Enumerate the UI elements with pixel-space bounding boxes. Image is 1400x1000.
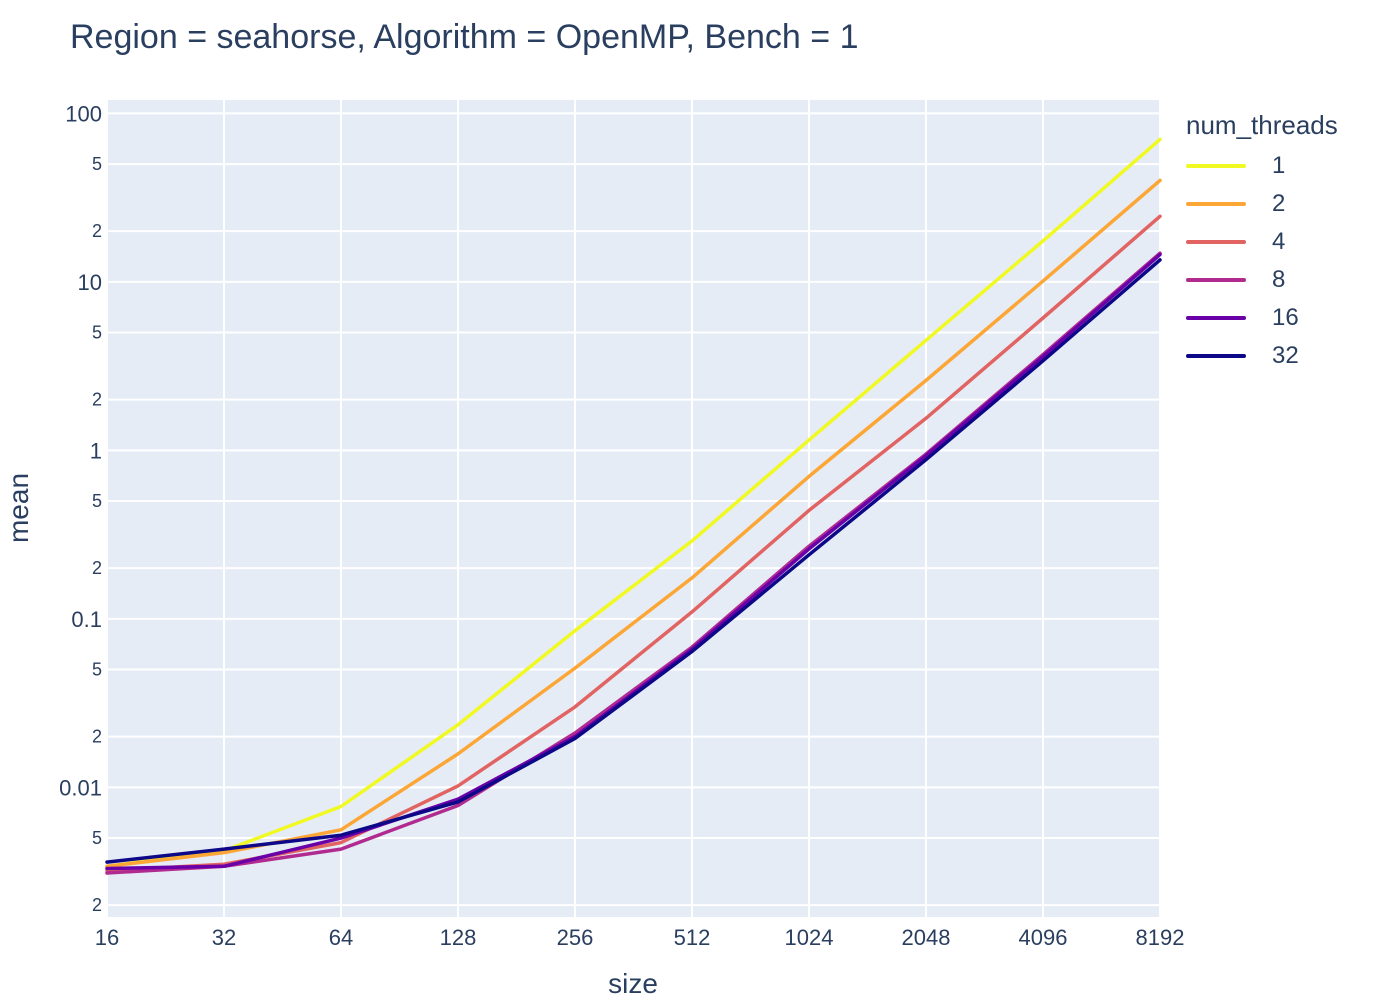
- y-major-tick-label: 100: [65, 101, 102, 126]
- legend-label: 1: [1272, 152, 1286, 179]
- legend-item-16[interactable]: 16: [1186, 299, 1338, 337]
- series-line-32: [105, 258, 1162, 864]
- legend-swatch: [1186, 240, 1246, 244]
- y-minor-tick-label: 2: [92, 727, 102, 747]
- legend: num_threads 1 2 4 8 16 32: [1186, 110, 1338, 375]
- series-lines: [105, 137, 1162, 875]
- legend-label: 32: [1272, 342, 1299, 369]
- y-minor-tick-label: 2: [92, 390, 102, 410]
- y-minor-tick-label: 5: [92, 660, 102, 680]
- x-tick-label: 256: [557, 925, 594, 950]
- y-major-tick-label: 10: [78, 270, 102, 295]
- legend-swatch: [1186, 316, 1246, 320]
- legend-swatch: [1186, 278, 1246, 282]
- plot-area: [107, 100, 1160, 917]
- legend-title: num_threads: [1186, 110, 1338, 140]
- x-tick-label: 4096: [1019, 925, 1068, 950]
- legend-label: 2: [1272, 190, 1286, 217]
- x-tick-label: 128: [440, 925, 477, 950]
- legend-swatch: [1186, 354, 1246, 358]
- legend-items: 1 2 4 8 16 32: [1186, 147, 1338, 375]
- legend-item-2[interactable]: 2: [1186, 185, 1338, 223]
- y-minor-tick-label: 5: [92, 491, 102, 511]
- y-minor-tick-label: 2: [92, 558, 102, 578]
- y-minor-tick-label: 2: [92, 895, 102, 915]
- legend-swatch: [1186, 202, 1246, 206]
- legend-item-4[interactable]: 4: [1186, 223, 1338, 261]
- x-tick-label: 8192: [1136, 925, 1185, 950]
- y-major-tick-label: 1: [90, 438, 102, 463]
- y-minor-tick-label: 5: [92, 154, 102, 174]
- x-tick-label: 512: [674, 925, 711, 950]
- chart-title: Region = seahorse, Algorithm = OpenMP, B…: [70, 18, 859, 56]
- y-minor-tick-label: 5: [92, 828, 102, 848]
- y-major-tick-label: 0.1: [71, 607, 102, 632]
- legend-item-32[interactable]: 32: [1186, 337, 1338, 375]
- legend-label: 8: [1272, 266, 1286, 293]
- series-line-1: [105, 137, 1162, 869]
- legend-item-1[interactable]: 1: [1186, 147, 1338, 185]
- x-tick-label: 16: [95, 925, 119, 950]
- x-tick-label: 32: [212, 925, 236, 950]
- legend-label: 4: [1272, 228, 1286, 255]
- y-minor-tick-label: 5: [92, 323, 102, 343]
- y-major-tick-label: 0.01: [59, 775, 102, 800]
- y-axis-title: mean: [3, 473, 34, 543]
- legend-label: 16: [1272, 304, 1299, 331]
- x-tick-label: 2048: [902, 925, 951, 950]
- x-axis-title: size: [608, 968, 658, 999]
- legend-item-8[interactable]: 8: [1186, 261, 1338, 299]
- y-minor-tick-label: 2: [92, 221, 102, 241]
- tick-labels: 16 32 64 128 256 512 1024 2048 4096 8192 2 5 2 5 2 5 2 5 2…: [59, 101, 1184, 950]
- x-tick-label: 64: [329, 925, 353, 950]
- legend-swatch: [1186, 164, 1246, 168]
- x-tick-label: 1024: [785, 925, 834, 950]
